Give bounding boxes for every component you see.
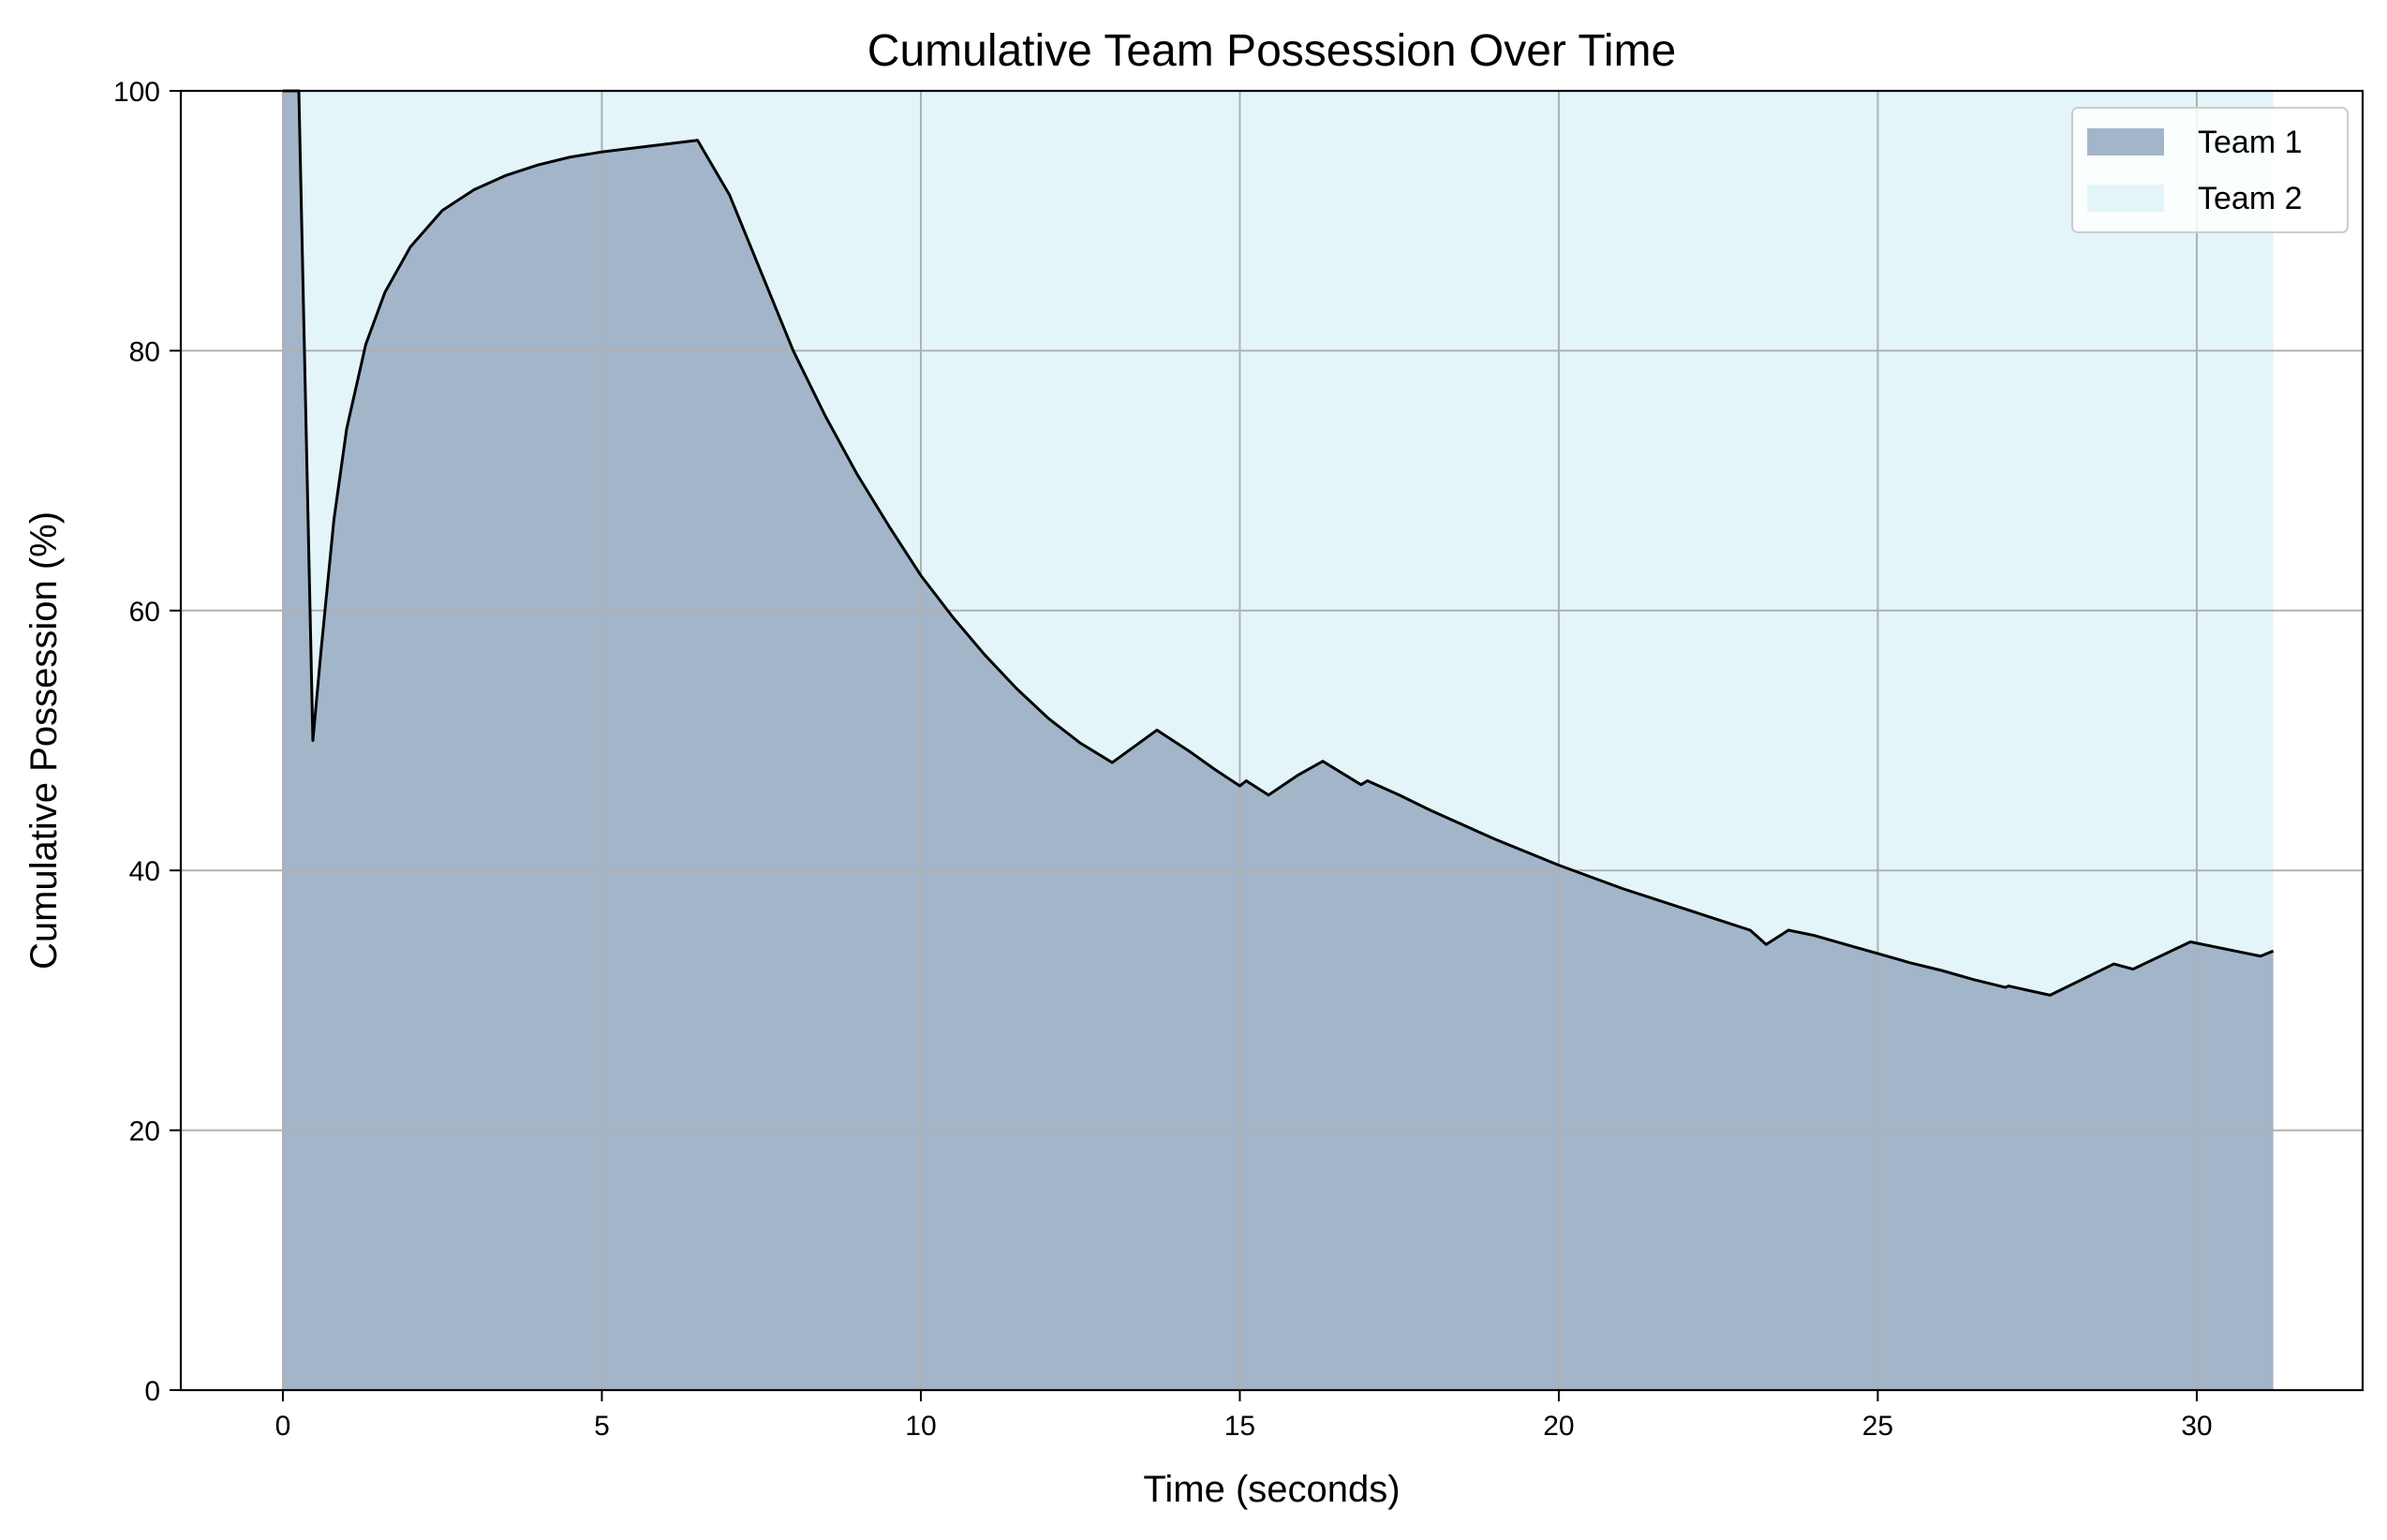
y-tick-label: 0 (144, 1376, 160, 1407)
legend-label-team-1: Team 1 (2198, 125, 2303, 160)
x-tick-label: 5 (594, 1411, 610, 1442)
y-tick-label: 100 (113, 77, 160, 108)
x-tick-label: 0 (275, 1411, 291, 1442)
ticks: 0 5 10 15 20 25 30 0 20 40 60 80 100 (113, 77, 2213, 1442)
x-tick-label: 30 (2181, 1411, 2212, 1442)
y-tick-label: 40 (129, 856, 160, 887)
legend-label-team-2: Team 2 (2198, 181, 2303, 216)
y-tick-label: 20 (129, 1117, 160, 1148)
team-1-area (282, 91, 2274, 1390)
x-axis-label: Time (seconds) (1143, 1469, 1400, 1510)
x-tick-label: 20 (1543, 1411, 1574, 1442)
legend: Team 1 Team 2 (2071, 107, 2349, 233)
plot-frame (179, 89, 2365, 1392)
legend-swatch-team-2 (2087, 185, 2164, 212)
y-axis-label: Cumulative Possession (%) (23, 511, 65, 970)
x-tick-label: 15 (1224, 1411, 1255, 1442)
y-tick-label: 60 (129, 597, 160, 628)
series-line (282, 89, 2275, 997)
y-tick-label: 80 (129, 336, 160, 367)
area-fills (282, 91, 2274, 1390)
legend-swatch-team-1 (2087, 128, 2164, 155)
x-tick-label: 10 (905, 1411, 936, 1442)
x-tick-label: 25 (1862, 1411, 1893, 1442)
chart-title: Cumulative Team Possession Over Time (867, 26, 1676, 76)
team-1-boundary-line (282, 89, 2275, 997)
